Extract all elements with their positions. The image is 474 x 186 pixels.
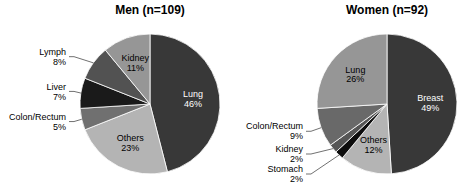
slice-label-name: Kidney — [122, 53, 150, 63]
leader-line — [306, 155, 339, 174]
chart-title: Women (n=92) — [346, 3, 428, 17]
slice-label: Colon/Rectum5% — [9, 112, 66, 132]
slice-label: Liver7% — [46, 82, 66, 102]
slice-label-name: Stomach — [267, 164, 303, 174]
slices — [317, 34, 457, 174]
slice-label: Lymph8% — [39, 47, 66, 67]
slice-label-name: Colon/Rectum — [246, 121, 303, 131]
slice-label: Others12% — [360, 135, 388, 155]
slice-label-value: 46% — [184, 99, 202, 109]
slice-label: Lung26% — [345, 64, 365, 84]
slice-label-value: 49% — [421, 103, 439, 113]
slice-label-name: Kidney — [275, 144, 303, 154]
slice-label-name: Lung — [345, 64, 365, 74]
pie-slice — [317, 34, 387, 108]
pie-slice — [317, 104, 387, 145]
slice-label: Others23% — [117, 133, 145, 153]
slice-label-name: Liver — [46, 82, 66, 92]
slice-label: Kidney11% — [122, 53, 150, 73]
slice-label-value: 11% — [127, 63, 144, 73]
slice-label-name: Breast — [417, 93, 444, 103]
slice-label-name: Lymph — [39, 47, 66, 57]
leader-line — [306, 128, 321, 132]
slice-label: Stomach2% — [267, 164, 303, 184]
slice-label-name: Lung — [183, 89, 203, 99]
leader-line — [306, 149, 333, 154]
slice-label-value: 26% — [346, 74, 364, 84]
slice-label: Breast49% — [417, 93, 444, 113]
leader-line — [69, 91, 81, 93]
slice-label-value: 7% — [53, 92, 66, 102]
pie-slice — [387, 34, 457, 174]
labels: Breast49% Others12% Lung26% Colon/Rectum9% K… — [246, 64, 444, 184]
slice-label: Kidney2% — [275, 144, 303, 164]
leader-line — [69, 57, 93, 63]
slice-label-name: Others — [360, 135, 388, 145]
slice-label-value: 9% — [290, 131, 303, 141]
slice-label-value: 8% — [53, 57, 66, 67]
slice-label-value: 23% — [121, 143, 139, 153]
slice-label-value: 2% — [290, 154, 303, 164]
chart-title: Men (n=109) — [115, 3, 185, 17]
slice-label-value: 12% — [365, 145, 383, 155]
slice-label-value: 2% — [290, 174, 303, 184]
pie-panel: Breast49% Others12% Lung26% Colon/Rectum9% K… — [246, 34, 457, 184]
pie-panel: Lung46% Others23% Kidney11% Lymph8% Liver7% C… — [9, 34, 220, 174]
pie-slice — [105, 34, 150, 104]
slices — [80, 34, 220, 174]
labels: Lung46% Others23% Kidney11% Lymph8% Liver7% C… — [9, 47, 203, 153]
slice-label: Colon/Rectum9% — [246, 121, 303, 141]
slice-label-value: 5% — [53, 122, 66, 132]
leader-line — [69, 119, 82, 121]
chart-root: Lung46%Others23%Kidney11%Lymph8%Liver7%C… — [0, 0, 474, 186]
slice-label: Lung46% — [183, 89, 203, 109]
slice-label-name: Colon/Rectum — [9, 112, 66, 122]
slice-label-name: Others — [117, 133, 145, 143]
